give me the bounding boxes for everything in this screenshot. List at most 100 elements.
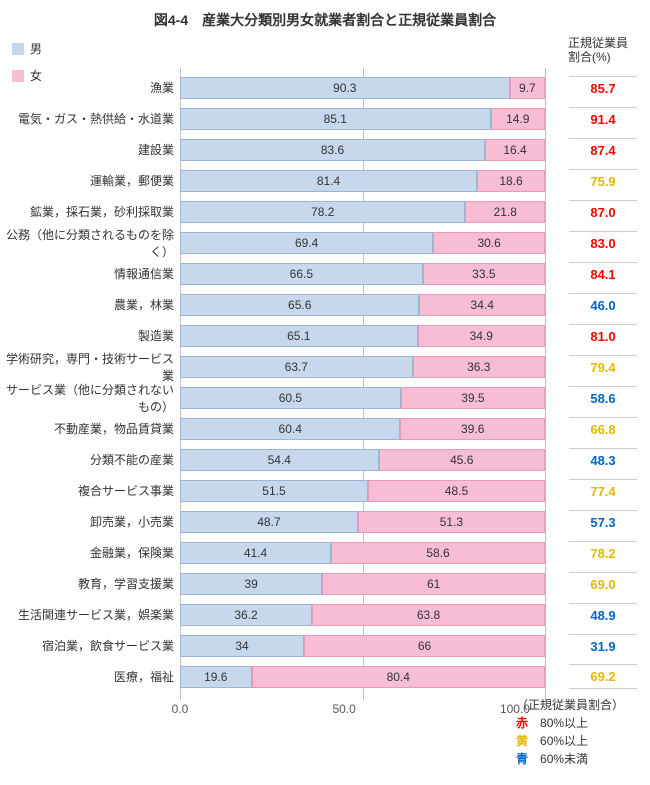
side-value: 87.4 — [569, 138, 637, 162]
side-value: 84.1 — [569, 262, 637, 286]
bar-segment-female: 39.5 — [401, 387, 545, 409]
chart-row: 公務（他に分類されるものを除く）69.430.6 83.0 — [0, 227, 650, 258]
bar-segment-male: 36.2 — [180, 604, 312, 626]
bar-segment-male: 65.6 — [180, 294, 419, 316]
legend-swatch-male — [12, 43, 24, 55]
bar-segment-female: 18.6 — [477, 170, 545, 192]
bar-segment-female: 14.9 — [491, 108, 545, 130]
chart-title: 図4-4 産業大分類別男女就業者割合と正規従業員割合 — [0, 0, 650, 38]
side-value: 48.9 — [569, 603, 637, 627]
row-label: 運輸業，郵便業 — [0, 172, 180, 189]
bar-segment-male: 85.1 — [180, 108, 491, 130]
bar-segment-female: 63.8 — [312, 604, 545, 626]
side-value: 79.4 — [569, 355, 637, 379]
bar: 54.445.6 — [180, 449, 545, 471]
row-label: 卸売業，小売業 — [0, 513, 180, 530]
bar: 60.539.5 — [180, 387, 545, 409]
footer-legend: （正規従業員割合） 赤 80%以上黄 60%以上青 60%未満 — [516, 696, 636, 768]
legend-item-male: 男 — [12, 40, 42, 57]
row-label: サービス業（他に分類されないもの） — [0, 381, 180, 415]
row-label: 金融業，保険業 — [0, 544, 180, 561]
row-label: 複合サービス事業 — [0, 482, 180, 499]
bar-segment-male: 19.6 — [180, 666, 252, 688]
row-label: 生活関連サービス業，娯楽業 — [0, 606, 180, 623]
bar-segment-male: 60.4 — [180, 418, 400, 440]
x-tick-label: 50.0 — [332, 702, 355, 716]
chart-row: 運輸業，郵便業81.418.6 75.9 — [0, 165, 650, 196]
bar-segment-female: 66 — [304, 635, 545, 657]
side-value: 69.2 — [569, 664, 637, 689]
bar: 63.736.3 — [180, 356, 545, 378]
row-label: 農業，林業 — [0, 296, 180, 313]
side-value: 91.4 — [569, 107, 637, 131]
bar: 78.221.8 — [180, 201, 545, 223]
row-label: 製造業 — [0, 327, 180, 344]
bar-segment-male: 34 — [180, 635, 304, 657]
side-value: 83.0 — [569, 231, 637, 255]
bar: 36.263.8 — [180, 604, 545, 626]
footer-legend-item: 黄 60%以上 — [516, 732, 636, 750]
bar: 69.430.6 — [180, 232, 545, 254]
bar-segment-male: 90.3 — [180, 77, 510, 99]
bar-segment-female: 48.5 — [368, 480, 545, 502]
bar: 51.548.5 — [180, 480, 545, 502]
bar-segment-female: 45.6 — [379, 449, 545, 471]
footer-legend-color-name: 赤 — [516, 716, 528, 730]
row-label: 漁業 — [0, 79, 180, 96]
side-column-header: 正規従業員割合(%) — [568, 36, 636, 65]
bar: 85.114.9 — [180, 108, 545, 130]
bar-segment-male: 41.4 — [180, 542, 331, 564]
bar: 83.616.4 — [180, 139, 545, 161]
bar: 41.458.6 — [180, 542, 545, 564]
chart-row: 医療，福祉19.680.469.2 — [0, 661, 650, 692]
footer-legend-item: 青 60%未満 — [516, 750, 636, 768]
bar-segment-male: 78.2 — [180, 201, 465, 223]
bar-segment-female: 21.8 — [465, 201, 545, 223]
bar-segment-female: 34.9 — [418, 325, 545, 347]
legend-label-male: 男 — [30, 40, 42, 57]
row-label: 公務（他に分類されるものを除く） — [0, 226, 180, 260]
bar-segment-male: 69.4 — [180, 232, 433, 254]
bar: 3466 — [180, 635, 545, 657]
bar: 48.751.3 — [180, 511, 545, 533]
chart-row: 金融業，保険業41.458.678.2 — [0, 537, 650, 568]
side-value: 85.7 — [569, 76, 637, 100]
bar-segment-female: 33.5 — [423, 263, 545, 285]
side-value: 69.0 — [569, 572, 637, 596]
row-label: 教育，学習支援業 — [0, 575, 180, 592]
footer-legend-desc: 80%以上 — [528, 716, 588, 730]
side-value: 75.9 — [569, 169, 637, 193]
chart-row: 複合サービス事業51.548.577.4 — [0, 475, 650, 506]
side-value: 87.0 — [569, 200, 637, 224]
chart-row: 宿泊業，飲食サービス業3466 31.9 — [0, 630, 650, 661]
bar-segment-female: 36.3 — [413, 356, 545, 378]
bar: 81.418.6 — [180, 170, 545, 192]
bar-segment-male: 83.6 — [180, 139, 485, 161]
footer-legend-desc: 60%以上 — [528, 734, 588, 748]
bar-segment-male: 54.4 — [180, 449, 379, 471]
bar: 66.533.5 — [180, 263, 545, 285]
row-label: 不動産業，物品賃貸業 — [0, 420, 180, 437]
footer-legend-desc: 60%未満 — [528, 752, 588, 766]
bar-segment-female: 16.4 — [485, 139, 545, 161]
footer-legend-title: （正規従業員割合） — [516, 696, 636, 714]
bar-segment-female: 51.3 — [358, 511, 545, 533]
chart-row: 鉱業，採石業，砂利採取業78.221.887.0 — [0, 196, 650, 227]
chart-row: 電気・ガス・熱供給・水道業85.114.991.4 — [0, 103, 650, 134]
row-label: 宿泊業，飲食サービス業 — [0, 637, 180, 654]
side-value: 46.0 — [569, 293, 637, 317]
side-value: 31.9 — [569, 634, 637, 658]
bar-segment-female: 58.6 — [331, 542, 545, 564]
x-axis: 0.050.0100.0 — [180, 702, 545, 716]
bar: 60.439.6 — [180, 418, 545, 440]
side-value: 66.8 — [569, 417, 637, 441]
footer-legend-color-name: 黄 — [516, 734, 528, 748]
chart-row: 不動産業，物品賃貸業60.439.6 66.8 — [0, 413, 650, 444]
bar-segment-female: 30.6 — [433, 232, 545, 254]
bar-segment-male: 63.7 — [180, 356, 413, 378]
bar: 90.39.7 — [180, 77, 545, 99]
bar-segment-female: 61 — [322, 573, 545, 595]
chart-row: 農業，林業65.634.446.0 — [0, 289, 650, 320]
chart-row: サービス業（他に分類されないもの）60.539.558.6 — [0, 382, 650, 413]
chart-row: 学術研究，専門・技術サービス業63.736.379.4 — [0, 351, 650, 382]
